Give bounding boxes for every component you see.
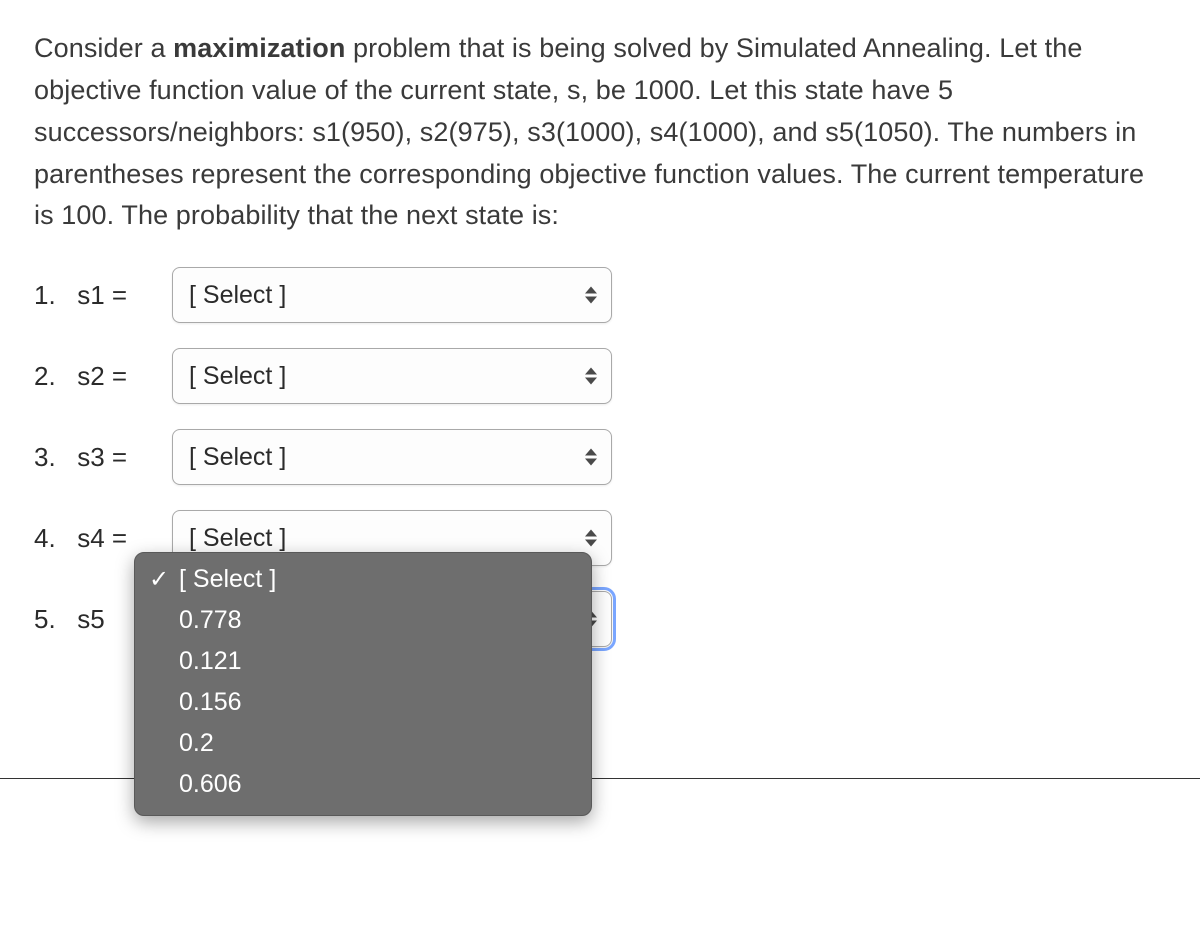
dropdown-option[interactable]: [ Select ] [135, 559, 591, 600]
select-current-value: [ Select ] [189, 443, 286, 472]
question-number: 2. [34, 361, 70, 392]
question-variable: s1 = [70, 280, 127, 310]
select-current-value: [ Select ] [189, 362, 286, 391]
prompt-bold: maximization [173, 33, 345, 63]
question-number: 5. [34, 604, 70, 635]
select-s3[interactable]: [ Select ] [172, 429, 612, 485]
dropdown-option[interactable]: 0.156 [135, 682, 591, 723]
prompt-pre: Consider a [34, 33, 173, 63]
question-label: 4. s4 = [34, 523, 166, 554]
question-number: 1. [34, 280, 70, 311]
select-s1[interactable]: [ Select ] [172, 267, 612, 323]
dropdown-option[interactable]: 0.121 [135, 641, 591, 682]
question-variable: s3 = [70, 442, 127, 472]
dropdown-option[interactable]: 0.2 [135, 723, 591, 764]
question-label: 3. s3 = [34, 442, 166, 473]
updown-icon [585, 368, 597, 385]
question-label: 1. s1 = [34, 280, 166, 311]
question-number: 3. [34, 442, 70, 473]
question-row-s1: 1. s1 = [ Select ] [34, 267, 1166, 323]
dropdown-option[interactable]: 0.778 [135, 600, 591, 641]
updown-icon [585, 449, 597, 466]
question-number: 4. [34, 523, 70, 554]
question-row-s3: 3. s3 = [ Select ] [34, 429, 1166, 485]
select-current-value: [ Select ] [189, 524, 286, 553]
select-current-value: [ Select ] [189, 281, 286, 310]
question-variable: s5 [70, 604, 105, 634]
updown-icon [585, 530, 597, 547]
question-variable: s2 = [70, 361, 127, 391]
question-variable: s4 = [70, 523, 127, 553]
updown-icon [585, 287, 597, 304]
dropdown-option[interactable]: 0.606 [135, 764, 591, 805]
question-list: 1. s1 =[ Select ]2. s2 =[ Select ]3. s3 … [34, 267, 1166, 647]
question-page: Consider a maximization problem that is … [0, 0, 1200, 647]
question-label: 2. s2 = [34, 361, 166, 392]
select-s2[interactable]: [ Select ] [172, 348, 612, 404]
question-prompt: Consider a maximization problem that is … [34, 28, 1166, 237]
question-row-s2: 2. s2 = [ Select ] [34, 348, 1166, 404]
select-dropdown-open[interactable]: [ Select ]0.7780.1210.1560.20.606 [134, 552, 592, 816]
